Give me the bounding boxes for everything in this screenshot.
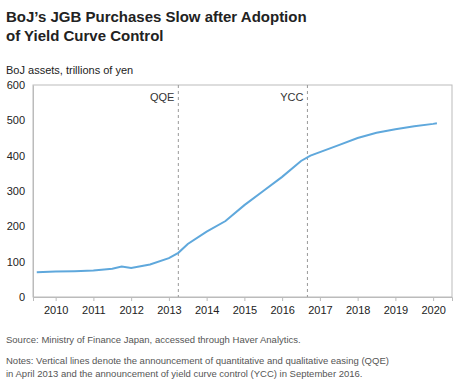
y-tick: 400 xyxy=(7,150,33,162)
x-tick: 2012 xyxy=(119,297,143,316)
x-tick-label: 2020 xyxy=(421,304,445,316)
x-tick-label: 2019 xyxy=(384,304,408,316)
x-axis: 2010 2011 2012 2013 2014 2015 2016 2017 2018 2019… xyxy=(34,297,453,316)
plot-area xyxy=(37,85,437,297)
x-tick: 2018 xyxy=(346,297,370,316)
y-tick: 500 xyxy=(7,114,33,126)
y-tick-label: 500 xyxy=(7,114,25,126)
x-tick-mark xyxy=(169,297,170,301)
x-tick: 2011 xyxy=(82,297,106,316)
notes: Notes: Vertical lines denote the announc… xyxy=(6,355,389,379)
y-tick-label: 600 xyxy=(7,79,25,91)
y-tick-label: 0 xyxy=(19,291,25,303)
x-tick-mark xyxy=(433,297,434,301)
x-tick: 2020 xyxy=(421,297,445,316)
y-axis-title: BoJ assets, trillions of yen xyxy=(6,64,133,76)
x-tick-label: 2013 xyxy=(157,304,181,316)
text-line: Source: Ministry of Finance Japan, acces… xyxy=(6,334,301,345)
x-tick-mark xyxy=(395,297,396,301)
x-tick-label: 2011 xyxy=(82,304,106,316)
y-tick-label: 400 xyxy=(7,150,25,162)
y-tick-label: 200 xyxy=(7,220,25,232)
title: BoJ’s JGB Purchases Slow after Adoption o… xyxy=(6,8,307,44)
x-tick-mark xyxy=(93,297,94,301)
x-tick-mark xyxy=(282,297,283,301)
x-tick-mark xyxy=(320,297,321,301)
y-tick: 100 xyxy=(7,256,33,268)
x-tick-label: 2010 xyxy=(44,304,68,316)
text-line: Notes: Vertical lines denote the announc… xyxy=(6,355,389,366)
event-label: YCC xyxy=(280,91,303,103)
y-tick-label: 300 xyxy=(7,185,25,197)
y-tick-label: 100 xyxy=(7,256,25,268)
x-tick-mark xyxy=(56,297,57,301)
x-tick-mark xyxy=(131,297,132,301)
x-tick-label: 2014 xyxy=(195,304,219,316)
x-axis-line xyxy=(34,298,453,302)
y-tick: 600 xyxy=(7,79,33,91)
y-axis: 0 100 200 300 400 500 600 xyxy=(7,79,34,303)
x-tick: 2015 xyxy=(233,297,257,316)
text-line: BoJ’s JGB Purchases Slow after Adoption xyxy=(6,8,307,25)
chart: BoJ’s JGB Purchases Slow after Adoption o… xyxy=(0,0,460,392)
y-tick: 200 xyxy=(7,220,33,232)
plot-frame xyxy=(33,85,452,297)
source: Source: Ministry of Finance Japan, acces… xyxy=(6,334,301,345)
series-line xyxy=(37,123,437,272)
x-tick: 2016 xyxy=(270,297,294,316)
x-tick: 2019 xyxy=(384,297,408,316)
x-tick-mark xyxy=(358,297,359,301)
x-tick-label: 2016 xyxy=(270,304,294,316)
x-tick: 2013 xyxy=(157,297,181,316)
y-tick: 300 xyxy=(7,185,33,197)
text-line: in April 2013 and the announcement of yi… xyxy=(6,368,362,379)
text-line: of Yield Curve Control xyxy=(6,27,164,44)
x-tick-mark xyxy=(244,297,245,301)
y-tick: 0 xyxy=(19,291,33,303)
x-tick-label: 2015 xyxy=(233,304,257,316)
event-label: QQE xyxy=(150,91,174,103)
event-line xyxy=(178,85,179,297)
x-tick: 2014 xyxy=(195,297,219,316)
y-axis-line xyxy=(33,86,34,298)
event-line xyxy=(307,85,308,297)
x-tick: 2017 xyxy=(308,297,332,316)
x-tick-label: 2012 xyxy=(119,304,143,316)
x-tick-label: 2017 xyxy=(308,304,332,316)
x-tick-mark xyxy=(207,297,208,301)
x-tick: 2010 xyxy=(44,297,68,316)
x-tick-label: 2018 xyxy=(346,304,370,316)
